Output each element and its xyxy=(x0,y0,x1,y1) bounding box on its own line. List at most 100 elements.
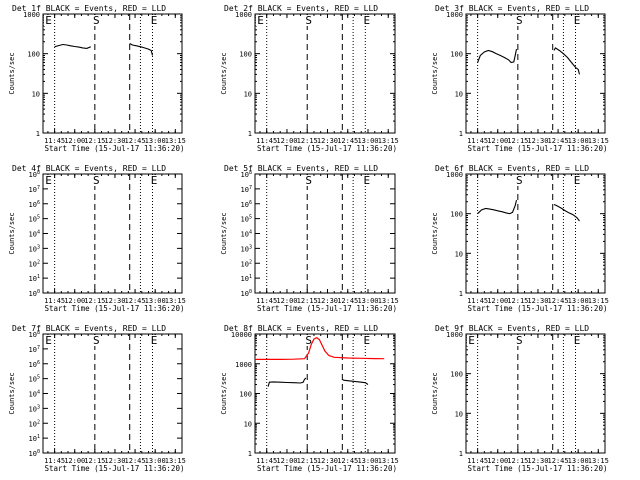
y-tick-label: 101 xyxy=(29,274,40,283)
x-axis-label: Start Time (15-Jul-17 11:36:20) xyxy=(45,144,185,153)
marker-bg xyxy=(91,335,101,346)
x-tick-label: 13:15 xyxy=(378,457,399,465)
marker-bg xyxy=(304,335,314,346)
x-axis-label: Start Time (15-Jul-17 11:36:20) xyxy=(257,304,397,313)
y-tick-label: 104 xyxy=(29,390,40,399)
x-tick-label: 13:00 xyxy=(145,297,166,305)
events-series-line xyxy=(477,199,518,215)
x-tick-label: 12:15 xyxy=(84,297,105,305)
y-axis-label: Counts/sec xyxy=(8,52,16,94)
chart-title: Det 2f BLACK = Events, RED = LLD xyxy=(224,4,378,13)
y-tick-label: 106 xyxy=(241,200,252,209)
marker-s: S xyxy=(93,334,100,347)
marker-bg xyxy=(467,335,476,346)
y-axis-label: Counts/sec xyxy=(220,52,228,94)
marker-e: E xyxy=(45,14,52,27)
y-tick-label: 100 xyxy=(450,51,463,59)
x-axis-label: Start Time (15-Jul-17 11:36:20) xyxy=(257,144,397,153)
x-tick-label: 12:15 xyxy=(507,137,528,145)
y-tick-label: 105 xyxy=(241,215,252,224)
marker-s: S xyxy=(516,14,523,27)
x-tick-label: 12:45 xyxy=(125,457,146,465)
plot-frame xyxy=(254,173,396,294)
y-axis-label: Counts/sec xyxy=(431,52,439,94)
x-tick-label: 12:00 xyxy=(487,297,508,305)
y-tick-label: 104 xyxy=(29,230,40,239)
x-tick-label: 12:15 xyxy=(297,297,318,305)
y-tick-label: 100 xyxy=(27,51,40,59)
y-tick-label: 1 xyxy=(459,450,463,458)
events-series-line xyxy=(553,203,580,222)
events-series-line xyxy=(54,43,92,49)
y-tick-label: 101 xyxy=(241,274,252,283)
y-axis-label: Counts/sec xyxy=(220,212,228,254)
events-series-line xyxy=(553,47,581,75)
y-axis-label: Counts/sec xyxy=(431,212,439,254)
x-tick-label: 12:45 xyxy=(337,137,358,145)
chart-panel-1: Det 1f BLACK = Events, RED = LLD 11:45 12:… xyxy=(8,4,186,153)
y-axis-label: Counts/sec xyxy=(431,372,439,414)
marker-s: S xyxy=(516,334,523,347)
x-axis-label: Start Time (15-Jul-17 11:36:20) xyxy=(45,304,185,313)
chart-title: Det 8f BLACK = Events, RED = LLD xyxy=(224,324,378,333)
x-tick-label: 12:30 xyxy=(527,137,548,145)
y-tick-label: 1000 xyxy=(446,171,463,179)
y-tick-label: 10 xyxy=(455,410,463,418)
x-tick-label: 12:45 xyxy=(337,457,358,465)
y-tick-label: 102 xyxy=(29,259,40,268)
x-tick-label: 12:45 xyxy=(548,137,569,145)
plot-frame xyxy=(465,13,606,134)
y-tick-label: 107 xyxy=(241,185,252,194)
marker-bg xyxy=(256,15,265,26)
x-tick-label: 12:15 xyxy=(507,457,528,465)
x-tick-label: 13:00 xyxy=(568,457,589,465)
x-tick-label: 12:30 xyxy=(317,297,338,305)
marker-bg xyxy=(514,175,524,186)
x-tick-label: 12:30 xyxy=(317,457,338,465)
y-tick-label: 10 xyxy=(244,90,252,98)
y-tick-label: 1 xyxy=(248,130,252,138)
marker-bg xyxy=(304,15,314,26)
events-series-line xyxy=(267,377,307,387)
y-tick-label: 1 xyxy=(36,130,40,138)
y-tick-label: 100 xyxy=(450,211,463,219)
x-tick-label: 12:00 xyxy=(487,457,508,465)
y-tick-label: 1 xyxy=(459,130,463,138)
x-tick-label: 12:00 xyxy=(276,457,297,465)
x-tick-label: 12:30 xyxy=(527,297,548,305)
marker-e: E xyxy=(574,174,581,187)
x-axis-label: Start Time (15-Jul-17 11:36:20) xyxy=(468,304,608,313)
x-tick-label: 13:00 xyxy=(568,137,589,145)
marker-s: S xyxy=(516,174,523,187)
y-tick-label: 105 xyxy=(29,215,40,224)
x-tick-label: 13:00 xyxy=(145,137,166,145)
x-tick-label: 11:45 xyxy=(256,297,277,305)
marker-bg xyxy=(304,175,314,186)
x-tick-label: 12:00 xyxy=(64,297,85,305)
x-axis-label: Start Time (15-Jul-17 11:36:20) xyxy=(468,464,608,473)
x-tick-label: 12:45 xyxy=(548,297,569,305)
marker-e: E xyxy=(363,174,370,187)
y-tick-label: 1 xyxy=(459,290,463,298)
marker-e: E xyxy=(151,334,158,347)
marker-bg xyxy=(572,15,582,26)
x-tick-label: 13:00 xyxy=(145,457,166,465)
x-tick-label: 13:00 xyxy=(357,297,378,305)
y-tick-label: 100 xyxy=(29,289,40,298)
x-tick-label: 12:00 xyxy=(276,137,297,145)
x-tick-label: 12:45 xyxy=(125,297,146,305)
y-tick-label: 1000 xyxy=(23,11,40,19)
marker-e: E xyxy=(257,14,264,27)
y-tick-label: 10 xyxy=(244,420,252,428)
marker-bg xyxy=(362,175,372,186)
events-series-line xyxy=(129,43,154,56)
x-tick-label: 12:00 xyxy=(64,137,85,145)
y-axis-label: Counts/sec xyxy=(220,372,228,414)
chart-title: Det 3f BLACK = Events, RED = LLD xyxy=(435,4,589,13)
x-tick-label: 11:45 xyxy=(44,297,65,305)
x-tick-label: 11:45 xyxy=(44,137,65,145)
chart-title: Det 1f BLACK = Events, RED = LLD xyxy=(12,4,166,13)
